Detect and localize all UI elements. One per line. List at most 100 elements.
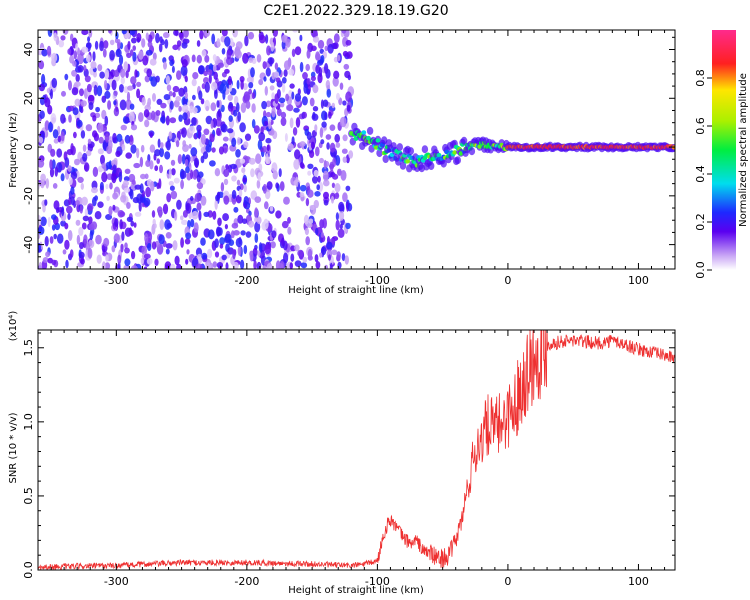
noise-blob: [208, 73, 212, 84]
noise-blob: [170, 159, 176, 166]
noise-blob: [45, 178, 50, 189]
noise-blob: [76, 119, 83, 128]
noise-blob: [146, 258, 153, 265]
y-tick-label: 1.0: [22, 413, 35, 431]
signal-halo: [382, 155, 389, 163]
noise-blob: [108, 205, 113, 216]
noise-blob: [185, 166, 190, 174]
noise-blob: [64, 157, 70, 168]
noise-blob: [47, 216, 51, 228]
noise-blob: [317, 59, 324, 66]
noise-blob: [44, 236, 49, 247]
signal-halo: [399, 161, 407, 170]
noise-blob: [130, 76, 137, 85]
noise-blob: [348, 150, 354, 159]
noise-blob: [304, 227, 309, 236]
noise-blob: [345, 185, 351, 192]
noise-blob: [317, 39, 325, 49]
noise-blob: [49, 159, 53, 170]
noise-blob: [116, 38, 121, 49]
noise-blob: [309, 150, 315, 158]
noise-blob: [240, 259, 245, 269]
noise-blob: [156, 182, 160, 190]
noise-blob: [112, 204, 116, 211]
noise-blob: [318, 67, 323, 77]
noise-blob: [200, 237, 206, 246]
noise-blob: [41, 73, 46, 85]
noise-blob: [231, 137, 237, 147]
noise-blob: [213, 71, 218, 80]
noise-blob: [165, 115, 170, 126]
noise-blob: [169, 100, 174, 110]
signal-halo: [440, 159, 447, 168]
noise-blob: [257, 139, 263, 150]
x-tick-label: -300: [104, 274, 129, 287]
noise-blob: [212, 210, 217, 220]
noise-blob: [291, 48, 296, 58]
noise-blob: [88, 102, 94, 110]
noise-blob: [295, 176, 299, 188]
snr-series-line: [38, 330, 675, 570]
noise-blob: [190, 218, 195, 228]
noise-blob: [165, 232, 172, 239]
noise-blob: [97, 122, 104, 133]
noise-blob: [214, 198, 218, 210]
noise-blob: [54, 166, 58, 177]
noise-blob: [207, 69, 213, 76]
noise-blob: [141, 245, 147, 256]
noise-blob: [80, 258, 85, 265]
noise-blob: [123, 61, 129, 72]
noise-blob: [156, 158, 160, 165]
noise-blob: [208, 63, 213, 72]
noise-blob: [233, 109, 238, 117]
noise-blob: [144, 233, 149, 243]
noise-blob: [131, 265, 138, 269]
noise-blob: [163, 61, 167, 70]
noise-blob: [38, 136, 44, 144]
noise-blob: [73, 50, 78, 60]
noise-blob: [294, 260, 302, 267]
noise-blob: [265, 34, 269, 44]
noise-blob: [104, 115, 109, 126]
noise-blob: [345, 222, 351, 230]
noise-blob: [214, 238, 219, 248]
noise-blob: [266, 263, 273, 269]
noise-blob: [46, 45, 52, 57]
noise-blob: [317, 175, 321, 183]
noise-blob: [122, 180, 129, 187]
noise-blob: [130, 124, 138, 131]
noise-blob: [171, 168, 176, 176]
noise-blob: [139, 156, 144, 168]
noise-blob: [236, 179, 241, 186]
noise-blob: [184, 75, 188, 83]
noise-blob: [168, 180, 174, 186]
noise-blob: [184, 92, 188, 100]
noise-blob: [335, 142, 341, 148]
noise-blob: [80, 182, 85, 190]
noise-blob: [109, 50, 115, 61]
noise-blob: [340, 170, 347, 181]
noise-blob: [38, 159, 45, 168]
noise-blob: [176, 70, 182, 80]
noise-blob: [126, 202, 131, 209]
noise-blob: [303, 83, 309, 94]
colorbar-tick-label: 0.8: [694, 69, 707, 87]
noise-blob: [163, 31, 170, 39]
noise-blob: [254, 207, 259, 218]
noise-blob: [286, 105, 290, 111]
noise-blob: [307, 170, 312, 176]
noise-blob: [168, 131, 173, 140]
noise-blob: [41, 48, 48, 57]
noise-blob: [178, 32, 184, 38]
noise-blob: [125, 152, 132, 159]
noise-blob: [216, 127, 221, 136]
noise-blob: [121, 30, 127, 35]
noise-blob: [139, 183, 144, 194]
noise-blob: [128, 111, 135, 123]
noise-blob: [140, 144, 145, 153]
noise-blob: [272, 170, 278, 180]
noise-blob: [227, 94, 233, 101]
noise-blob: [60, 113, 66, 124]
noise-blob: [316, 184, 321, 191]
